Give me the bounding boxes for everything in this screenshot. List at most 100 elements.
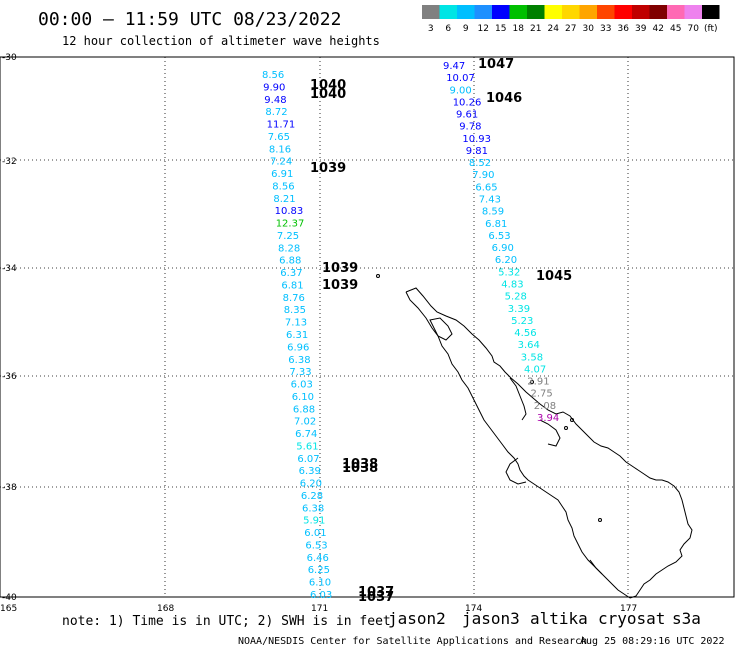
wave-height-value: 8.21	[273, 194, 295, 205]
new-zealand-coastline	[376, 274, 693, 599]
time-label: 1037	[358, 590, 394, 605]
wave-height-value: 7.43	[479, 195, 501, 206]
time-label: 1038	[342, 457, 378, 472]
wave-height-value: 3.94	[537, 413, 559, 424]
wave-height-value: 6.96	[287, 342, 309, 353]
scale-swatch	[684, 5, 702, 19]
lon-label-168: 168	[157, 604, 174, 614]
scale-label: 36	[618, 24, 630, 34]
lat-lon-grid	[0, 57, 734, 597]
satellite-s3a: s3a	[672, 609, 701, 628]
wave-height-value: 8.56	[272, 181, 294, 192]
island-dot	[376, 274, 380, 278]
wave-height-value: 2.91	[527, 377, 549, 388]
wave-height-value: 9.90	[263, 82, 285, 93]
scale-swatch	[667, 5, 685, 19]
wave-height-value: 6.31	[286, 330, 308, 341]
scale-swatch	[492, 5, 510, 19]
lon-label-174: 174	[465, 604, 482, 614]
scale-swatch	[632, 5, 650, 19]
wave-height-value: 6.88	[293, 404, 315, 415]
wave-height-value: 6.91	[271, 169, 293, 180]
wave-height-value: 4.83	[501, 280, 523, 291]
taranaki-bulge	[505, 457, 527, 485]
scale-label: 3	[428, 24, 434, 34]
wave-height-value: 7.13	[285, 318, 307, 329]
lat-label-38: -38	[2, 483, 17, 493]
wave-height-value: 6.53	[488, 231, 510, 242]
color-scale-legend: 3 6 9 12 15 18 21 24 27 30 33 36 39 42 45 70 (ft)	[422, 5, 720, 34]
scale-label: 45	[670, 24, 681, 34]
time-label: 1045	[536, 269, 572, 284]
wave-height-value: 7.24	[270, 157, 292, 168]
scale-swatch	[457, 5, 475, 19]
island-dot	[530, 380, 534, 384]
island-dot	[570, 418, 574, 422]
wave-height-value: 6.37	[280, 268, 302, 279]
scale-swatch	[562, 5, 580, 19]
lat-label-36: -36	[2, 372, 17, 382]
scale-label: 33	[600, 24, 611, 34]
satellite-cryosat: cryosat	[598, 609, 665, 628]
wave-height-value: 5.91	[303, 516, 325, 527]
island-dot	[598, 518, 602, 522]
time-label: 1047	[478, 57, 514, 72]
scale-label: 6	[445, 24, 451, 34]
scale-label: 70	[688, 24, 700, 34]
satellite-jason2: jason2	[388, 609, 446, 628]
scale-label: 18	[513, 24, 525, 34]
scale-swatch	[544, 5, 562, 19]
wave-height-value: 6.20	[495, 255, 517, 266]
scale-label: 42	[653, 24, 664, 34]
wave-height-value: 7.90	[472, 170, 494, 181]
wave-height-value: 6.81	[281, 281, 303, 292]
time-label: 1039	[322, 278, 358, 293]
wave-height-value: 6.10	[292, 392, 314, 403]
west-coast-north	[405, 291, 631, 599]
wave-height-value: 4.56	[514, 328, 536, 339]
wave-height-value: 5.32	[498, 267, 520, 278]
wave-height-value: 7.25	[277, 231, 299, 242]
lat-label-30: -30	[2, 53, 17, 63]
wave-height-value: 10.83	[275, 206, 304, 217]
wave-height-value: 6.74	[295, 429, 317, 440]
footer-note: note: 1) Time is in UTC; 2) SWH is in fe…	[62, 614, 391, 629]
wave-height-value: 12.37	[276, 219, 305, 230]
scale-label: 12	[478, 24, 489, 34]
satellite-altika: altika	[530, 609, 588, 628]
wave-height-value: 6.38	[302, 503, 324, 514]
wave-height-value: 6.28	[301, 491, 323, 502]
wave-height-value: 8.76	[283, 293, 305, 304]
wave-height-value: 5.23	[511, 316, 533, 327]
time-label: 1039	[322, 261, 358, 276]
harbour-detail	[429, 317, 453, 341]
scale-label: 15	[495, 24, 506, 34]
track-west: 8.569.909.488.7211.717.658.167.246.918.5…	[262, 70, 332, 601]
wave-height-value: 7.65	[268, 132, 290, 143]
wave-height-value: 6.01	[304, 528, 326, 539]
map-frame	[0, 56, 735, 598]
scale-swatch	[597, 5, 615, 19]
wave-height-value: 6.53	[305, 541, 327, 552]
wave-height-value: 8.59	[482, 207, 504, 218]
wave-height-value: 6.25	[308, 565, 330, 576]
scale-swatch	[649, 5, 667, 19]
wave-height-value: 8.16	[269, 144, 291, 155]
lat-label-32: -32	[2, 157, 17, 167]
wave-height-value: 6.07	[297, 454, 319, 465]
bay-detail	[539, 419, 561, 447]
wave-height-value: 5.61	[296, 441, 318, 452]
time-label: 1037	[358, 585, 394, 600]
wave-height-value: 6.10	[309, 578, 331, 589]
footer-timestamp: Aug 25 08:29:16 UTC 2022	[580, 636, 725, 647]
footer-credit: NOAA/NESDIS Center for Satellite Applica…	[238, 636, 587, 647]
wave-height-value: 2.75	[531, 389, 553, 400]
island-dot	[564, 426, 568, 430]
map-title: 00:00 – 11:59 UTC 08/23/2022	[38, 9, 341, 30]
scale-swatch	[702, 5, 720, 19]
wave-height-value: 10.93	[462, 134, 491, 145]
wave-height-value: 10.07	[446, 73, 475, 84]
wave-height-value: 6.65	[475, 182, 497, 193]
track-east: 9.4710.079.0010.269.619.7810.939.818.527…	[443, 61, 559, 424]
